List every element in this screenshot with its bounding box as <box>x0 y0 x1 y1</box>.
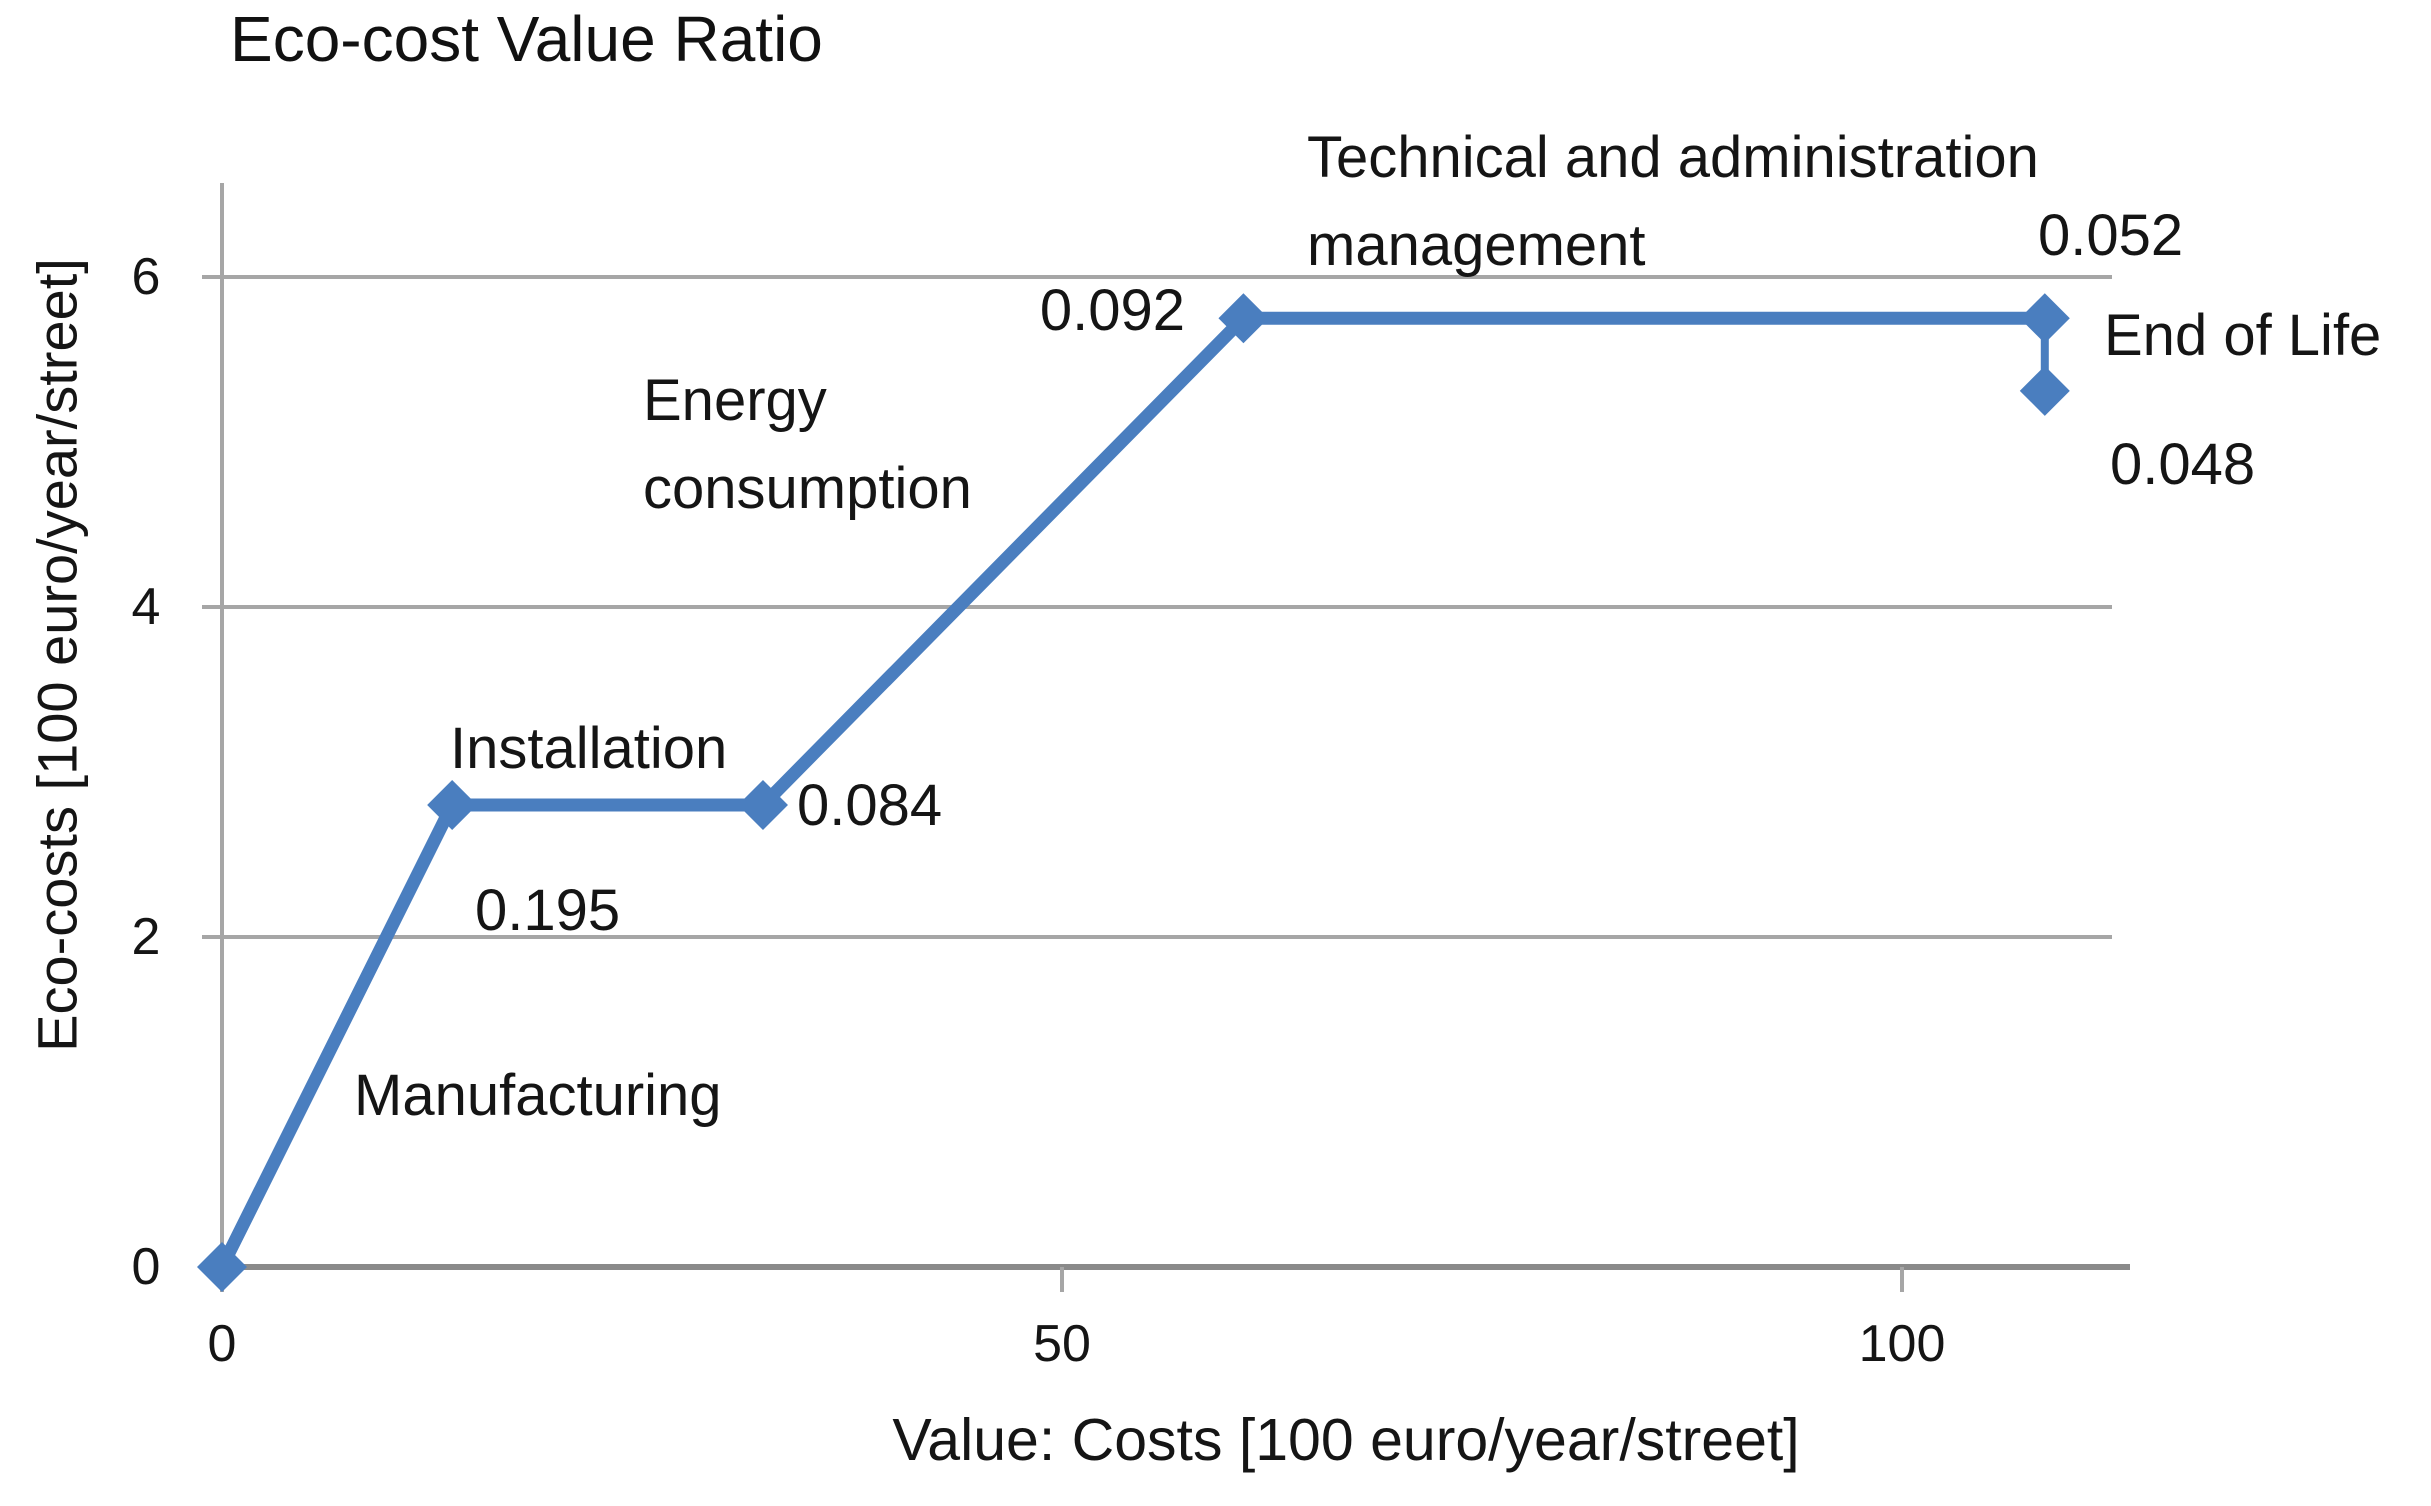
data-point-marker-5 <box>2019 365 2070 416</box>
data-point-marker-2 <box>737 780 788 830</box>
data-point-marker-4 <box>2019 293 2070 344</box>
data-point-marker-1 <box>427 780 478 830</box>
series-line <box>216 311 2045 1270</box>
data-point-marker-0 <box>197 1242 247 1292</box>
data-point-marker-3 <box>1218 293 1269 344</box>
chart-title: Eco-cost Value Ratio <box>230 3 823 75</box>
x-axis-title: Value: Costs [100 euro/year/street] <box>892 1407 1800 1473</box>
